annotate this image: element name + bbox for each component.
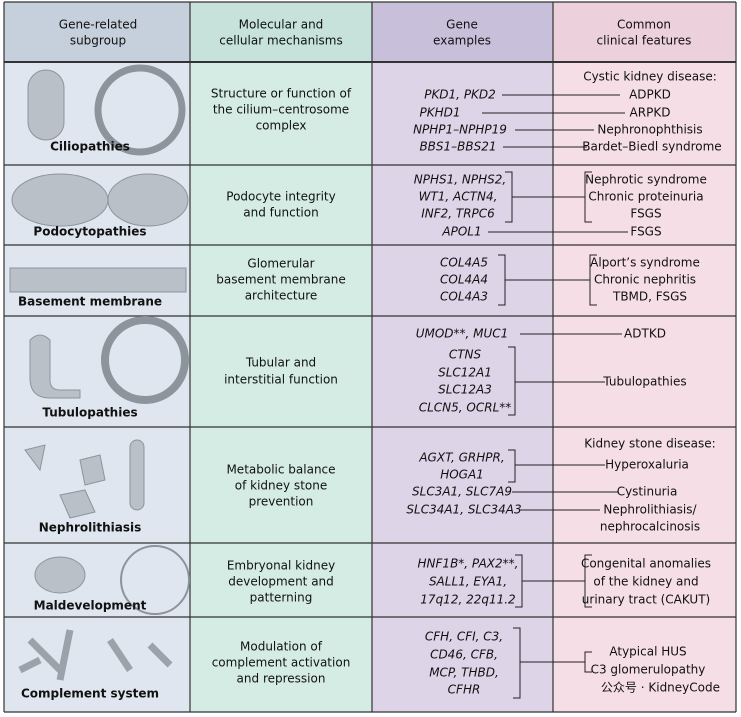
feature: Chronic proteinuria: [588, 190, 703, 204]
gene: SLC12A1: [438, 366, 492, 380]
feature: ADPKD: [629, 88, 671, 102]
header-text: Molecular and: [239, 18, 324, 32]
feature: Hyperoxaluria: [605, 458, 689, 472]
header-text: clinical features: [597, 34, 692, 48]
connectors: [482, 94, 628, 699]
feature: ARPKD: [630, 106, 671, 120]
mechanism: complement activation: [212, 656, 351, 670]
gene: APOL1: [441, 225, 481, 239]
header-text: Gene: [446, 18, 478, 32]
header-text: examples: [433, 34, 491, 48]
feature: Nephrolithiasis/: [603, 503, 697, 517]
feature: TBMD, FSGS: [612, 290, 687, 304]
gene: COL4A3: [440, 290, 488, 304]
gene: PKHD1: [419, 106, 460, 120]
gene: UMOD**, MUC1: [416, 327, 509, 341]
feature: FSGS: [630, 207, 661, 221]
mechanism: Glomerular: [247, 257, 314, 271]
feature: Alport’s syndrome: [590, 256, 700, 270]
feature: of the kidney and: [593, 575, 698, 589]
gene: CFHR: [448, 683, 481, 697]
mechanism: prevention: [249, 495, 314, 509]
gene: HNF1B*, PAX2**,: [418, 557, 519, 571]
mechanism: Podocyte integrity: [226, 190, 335, 204]
subgroup: Maldevelopment: [34, 599, 147, 613]
feature: Chronic nephritis: [594, 273, 696, 287]
mechanism: and repression: [237, 672, 326, 686]
feature: FSGS: [630, 225, 661, 239]
illustrations: [9, 64, 190, 681]
gene: CD46, CFB,: [430, 648, 498, 662]
gene: WT1, ACTN4,: [419, 190, 498, 204]
gene: NPHP1–NPHP19: [413, 123, 507, 137]
header-text: Gene-related: [59, 18, 137, 32]
feature: C3 glomerulopathy: [591, 663, 706, 677]
feature: Cystic kidney disease:: [583, 70, 717, 84]
feature: ADTKD: [624, 327, 666, 341]
gene: COL4A5: [440, 256, 488, 270]
mechanism: architecture: [245, 289, 318, 303]
subgroup: Complement system: [21, 687, 159, 701]
grid: [3, 1, 737, 713]
gene: PKD1, PKD2: [424, 88, 496, 102]
mechanism: patterning: [250, 591, 313, 605]
mechanism: Tubular and: [245, 356, 316, 370]
gene: SLC3A1, SLC7A9: [412, 485, 512, 499]
feature: Kidney stone disease:: [584, 437, 715, 451]
feature: Tubulopathies: [602, 375, 686, 389]
mechanism: and function: [243, 206, 318, 220]
mechanism: Structure or function of: [211, 87, 352, 101]
feature: Atypical HUS: [609, 645, 686, 659]
watermark: 公众号 · KidneyCode: [601, 681, 720, 695]
mechanism: basement membrane: [216, 273, 345, 287]
feature: Nephronophthisis: [597, 123, 702, 137]
subgroup: Basement membrane: [18, 295, 162, 309]
gene: NPHS1, NPHS2,: [414, 173, 506, 187]
subgroup: Tubulopathies: [42, 406, 137, 420]
feature: urinary tract (CAKUT): [582, 593, 710, 607]
feature: Congenital anomalies: [581, 557, 711, 571]
gene: COL4A4: [440, 273, 488, 287]
gene: SLC12A3: [438, 383, 492, 397]
feature: Cystinuria: [617, 485, 678, 499]
gene: SLC34A1, SLC34A3: [406, 503, 521, 517]
header-text: cellular mechanisms: [219, 34, 342, 48]
mechanism: Modulation of: [240, 640, 323, 654]
mechanism: Embryonal kidney: [227, 559, 335, 573]
mechanism: interstitial function: [224, 373, 338, 387]
gene: SALL1, EYA1,: [429, 575, 507, 589]
feature: nephrocalcinosis: [600, 520, 700, 534]
mechanism: complex: [256, 119, 307, 133]
mechanism: Metabolic balance: [226, 463, 335, 477]
gene: CTNS: [449, 348, 482, 362]
subgroup: Nephrolithiasis: [39, 521, 142, 535]
gene: CLCN5, OCRL**: [419, 401, 512, 415]
mechanism: the cilium–centrosome: [213, 103, 349, 117]
gene: MCP, THBD,: [429, 666, 499, 680]
subgroup: Podocytopathies: [33, 225, 146, 239]
subgroup: Ciliopathies: [50, 140, 130, 154]
gene: CFH, CFI, C3,: [425, 630, 503, 644]
gene: 17q12, 22q11.2: [420, 593, 515, 607]
feature: Bardet–Biedl syndrome: [582, 140, 721, 154]
gene: BBS1–BBS21: [419, 140, 496, 154]
gene: INF2, TRPC6: [421, 207, 495, 221]
gene: AGXT, GRHPR,: [418, 451, 504, 465]
mechanism: of kidney stone: [235, 479, 327, 493]
feature: Nephrotic syndrome: [585, 173, 707, 187]
gene: HOGA1: [440, 468, 484, 482]
header-text: subgroup: [70, 34, 126, 48]
header-text: Common: [617, 18, 671, 32]
mechanism: development and: [228, 575, 334, 589]
